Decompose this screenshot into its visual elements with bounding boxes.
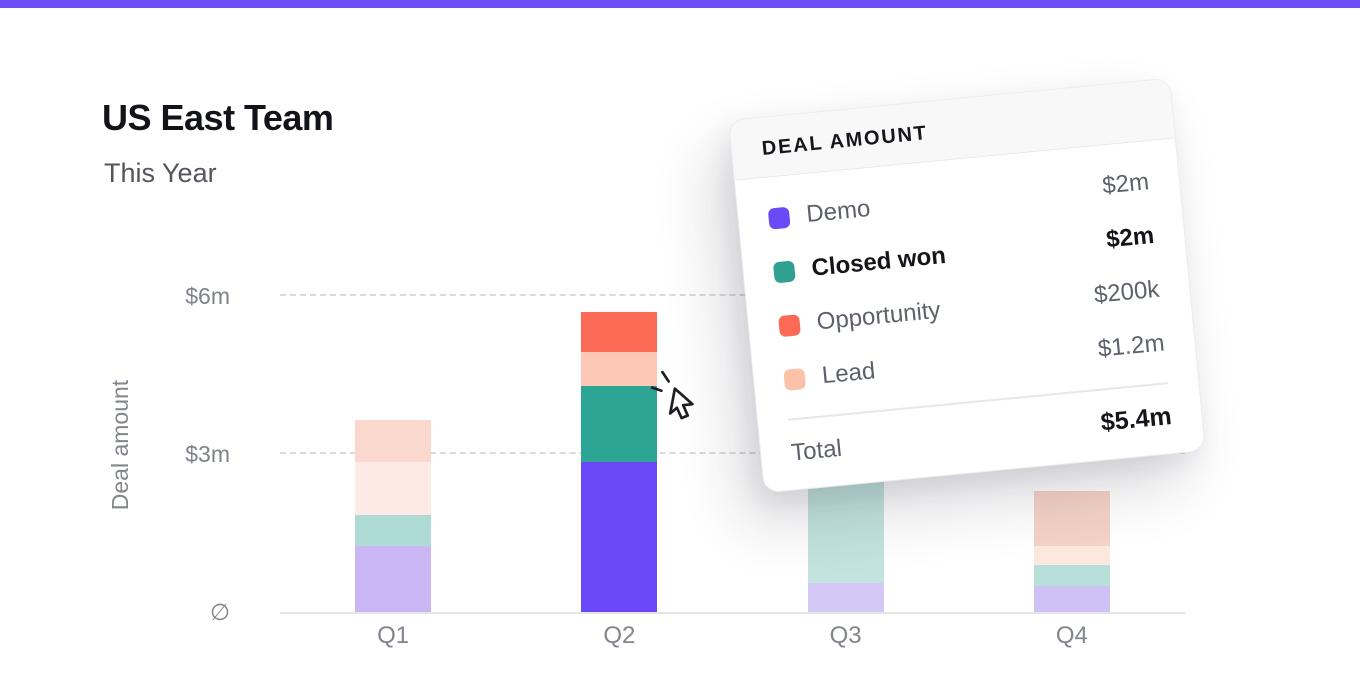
bars — [280, 270, 1185, 612]
bar-q2[interactable] — [581, 312, 658, 612]
bar-segment-q2-opportunity[interactable] — [581, 312, 658, 352]
legend-swatch-opportunity-icon — [778, 313, 801, 337]
click-cursor-icon — [650, 370, 694, 420]
legend-swatch-demo-icon — [767, 206, 791, 230]
deal-amount-tooltip: DEAL AMOUNT Demo $2m Closed won $2m Opportun… — [728, 77, 1206, 494]
x-label-q3: Q3 — [829, 622, 862, 649]
legend-value: $2m — [1101, 168, 1151, 200]
bar-segment-q2-closed-won[interactable] — [581, 385, 658, 463]
x-axis-line — [280, 612, 1185, 614]
gridline--3m — [280, 452, 1185, 455]
bar-segment-q4-demo[interactable] — [1033, 585, 1110, 612]
x-axis-labels: Q1 Q2 Q3 Q4 — [280, 622, 1185, 650]
legend-value: $2m — [1104, 221, 1156, 254]
brand-accent-bar — [0, 0, 1360, 8]
plot-area — [280, 270, 1185, 614]
y-tick--: ∅ — [209, 599, 230, 625]
page-subtitle: This Year — [104, 158, 217, 188]
y-tick--3m: $3m — [185, 441, 230, 468]
legend-swatch-closed-won-icon — [772, 259, 796, 283]
gridline--6m — [280, 294, 1185, 297]
x-label-q2: Q2 — [603, 622, 636, 649]
legend-value: $1.2m — [1096, 329, 1166, 363]
tooltip-title: DEAL AMOUNT — [760, 122, 929, 160]
bar-segment-q4-opportunity[interactable] — [1033, 491, 1110, 547]
tooltip-total-label: Total — [789, 434, 843, 467]
bar-segment-q3-demo[interactable] — [807, 583, 884, 612]
page-title: US East Team — [102, 97, 334, 138]
y-axis-ticks: $6m $3m ∅ — [130, 270, 230, 625]
tooltip-total-value: $5.4m — [1099, 402, 1173, 437]
tooltip-legend-rows: Demo $2m Closed won $2m Opportunity $200k Lead… — [735, 138, 1197, 413]
bar-segment-q1-closed-won[interactable] — [355, 514, 432, 547]
bar-q4[interactable] — [1033, 491, 1110, 612]
bar-q3[interactable] — [807, 467, 884, 612]
bar-segment-q1-demo[interactable] — [355, 546, 432, 612]
bar-segment-q1-lead[interactable] — [355, 462, 432, 515]
bar-segment-q4-lead[interactable] — [1033, 546, 1110, 565]
x-label-q1: Q1 — [377, 622, 410, 649]
bar-segment-q2-demo[interactable] — [581, 462, 658, 612]
legend-value: $200k — [1092, 275, 1161, 309]
y-tick--6m: $6m — [185, 283, 230, 310]
bar-segment-q1-opportunity[interactable] — [355, 420, 432, 463]
x-label-q4: Q4 — [1055, 622, 1088, 649]
bar-segment-q4-closed-won[interactable] — [1033, 564, 1110, 586]
bar-q1[interactable] — [355, 420, 432, 612]
bar-segment-q2-lead[interactable] — [581, 351, 658, 386]
legend-swatch-lead-icon — [783, 367, 807, 391]
